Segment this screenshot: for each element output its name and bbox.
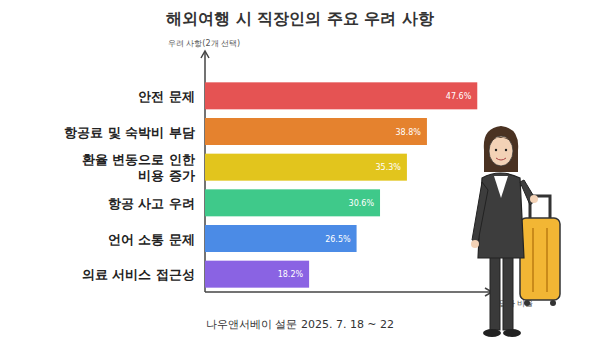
hair: [484, 126, 518, 172]
bar: [205, 261, 309, 288]
bangs: [489, 137, 513, 144]
face: [489, 136, 513, 166]
bar: [205, 225, 357, 252]
suitcase-handle: [530, 196, 550, 218]
category-label: 항공 사고 우려: [108, 196, 195, 211]
category-line: 항공료 및 숙박비 부담: [64, 125, 195, 140]
y-axis-label: 우려 사항(2개 선택): [168, 39, 240, 48]
bar: [205, 82, 477, 109]
labels: 47.6% 안전 문제 38.8% 항공료 및 숙박비 부담 35.3% 환율 변동으로 …: [64, 89, 471, 282]
category-line: 환율 변동으로 인한: [82, 152, 195, 167]
suitcase-rib: [546, 228, 548, 292]
category-line: 안전 문제: [138, 89, 195, 104]
shirt: [494, 176, 508, 198]
category-line: 의료 서비스 접근성: [82, 267, 195, 282]
category-label: 언어 소통 문제: [108, 232, 195, 247]
shoe: [483, 329, 501, 337]
chart-svg: 해외여행 시 직장인의 주요 우려 사항우려 사항(2개 선택)응답자 비율47…: [0, 0, 598, 355]
hand: [530, 195, 538, 203]
bars: [205, 82, 477, 287]
category-line: 항공 사고 우려: [108, 196, 195, 211]
hand: [471, 240, 479, 248]
x-axis-line: [205, 291, 491, 293]
category-label: 의료 서비스 접근성: [82, 267, 195, 282]
data-label: 30.6%: [349, 199, 375, 208]
eye: [495, 149, 497, 151]
title: 해외여행 시 직장인의 주요 우려 사항: [166, 9, 434, 28]
data-label: 35.3%: [375, 163, 401, 172]
y-axis-arrow: [201, 51, 209, 58]
category-label: 환율 변동으로 인한비용 증가: [82, 152, 195, 183]
wheel: [550, 300, 556, 306]
wheel: [524, 300, 530, 306]
leg: [490, 250, 500, 330]
data-label: 47.6%: [446, 92, 472, 101]
chart-root: 해외여행 시 직장인의 주요 우려 사항우려 사항(2개 선택)응답자 비율47…: [0, 0, 598, 355]
bar: [205, 118, 427, 145]
data-label: 38.8%: [396, 128, 422, 137]
category-line: 비용 증가: [138, 168, 195, 183]
suitcase: [520, 218, 560, 300]
bar: [205, 154, 407, 181]
category-label: 안전 문제: [138, 89, 195, 104]
category-line: 언어 소통 문제: [108, 232, 195, 247]
eye: [505, 149, 507, 151]
data-label: 18.2%: [278, 270, 304, 279]
bar: [205, 189, 380, 216]
source: 나우앤서베이 설문 2025. 7. 18 ~ 22: [206, 318, 394, 331]
shoe: [503, 329, 521, 337]
mouth: [496, 158, 506, 160]
leg: [503, 250, 513, 330]
arm: [472, 182, 488, 242]
category-label: 항공료 및 숙박비 부담: [64, 125, 195, 140]
traveler-illustration: [471, 126, 560, 337]
suitcase-rib: [532, 228, 534, 292]
data-label: 26.5%: [325, 235, 351, 244]
